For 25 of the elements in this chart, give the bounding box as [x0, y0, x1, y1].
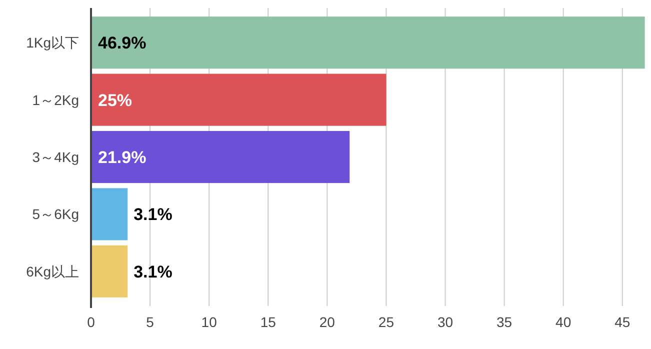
- x-tick-label: 35: [496, 314, 512, 330]
- y-tick-label: 1～2Kg: [32, 92, 79, 108]
- data-label: 25%: [98, 90, 132, 110]
- bar: [91, 74, 386, 126]
- y-tick-label: 5～6Kg: [32, 206, 79, 222]
- x-tick-label: 40: [556, 314, 572, 330]
- bar: [91, 16, 645, 69]
- x-tick-label: 0: [87, 314, 96, 330]
- x-tick-label: 5: [146, 314, 154, 330]
- data-label: 21.9%: [98, 148, 146, 167]
- y-tick-label: 6Kg以上: [26, 263, 79, 280]
- x-tick-label: 15: [260, 314, 276, 330]
- data-label: 46.9%: [98, 34, 146, 53]
- x-tick-label: 10: [201, 314, 218, 330]
- x-tick-label: 30: [437, 314, 454, 330]
- data-label: 3.1%: [134, 262, 172, 282]
- x-tick-label: 20: [319, 314, 336, 330]
- x-tick-label: 25: [378, 314, 394, 330]
- x-tick-label: 45: [614, 314, 630, 330]
- data-label: 3.1%: [134, 205, 172, 224]
- y-tick-label: 3～4Kg: [32, 149, 79, 165]
- bar: [91, 188, 128, 240]
- y-tick-label: 1Kg以下: [26, 34, 79, 51]
- bar: [91, 245, 128, 298]
- bar: [91, 130, 350, 184]
